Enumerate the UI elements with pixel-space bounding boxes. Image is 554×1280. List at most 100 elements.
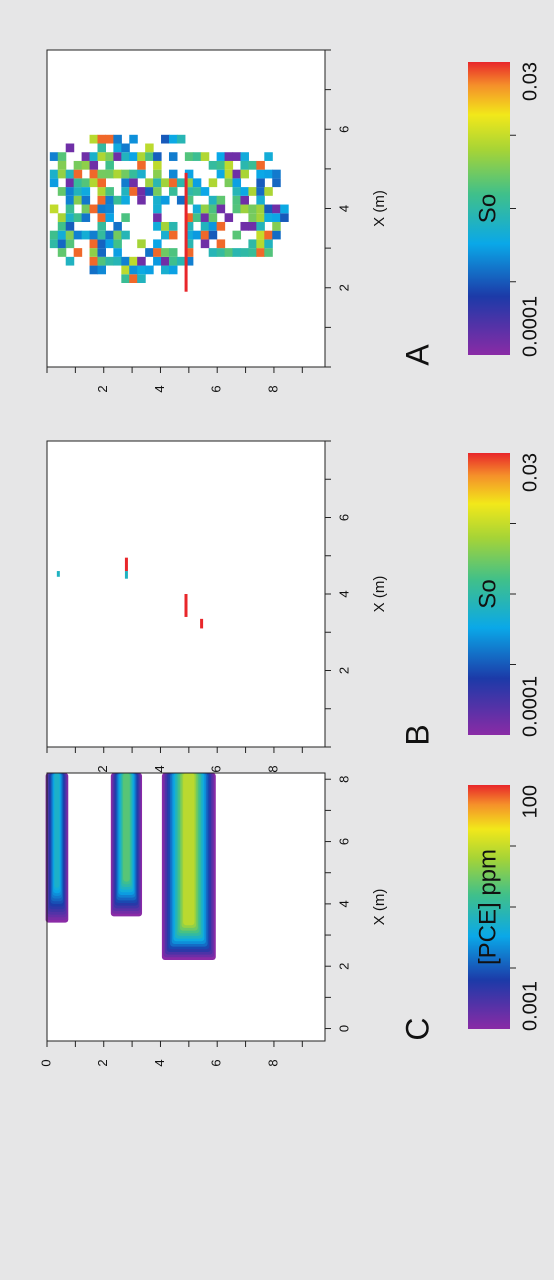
heat-cell	[168, 248, 178, 257]
heat-cell	[240, 160, 249, 170]
heat-cell	[89, 134, 99, 144]
heat-cell	[73, 187, 83, 196]
heat-cell	[224, 160, 234, 170]
heat-cell	[97, 134, 107, 144]
y-tick-label: 8	[265, 1059, 280, 1066]
heat-cell	[97, 221, 107, 231]
plume-band	[123, 773, 130, 882]
heat-cell	[97, 256, 107, 266]
panel-b: 2 4 6 X (m) 2 4 6 8 B So 0.0001 0.03	[46, 440, 541, 773]
heat-cell	[89, 204, 99, 214]
heat-cell	[184, 169, 194, 179]
colorbar-max-label: 100	[519, 785, 541, 818]
heat-cell	[65, 195, 75, 205]
heat-cell	[105, 160, 114, 170]
heat-cell	[121, 169, 130, 179]
heat-cell	[184, 195, 194, 205]
heat-cell	[113, 239, 122, 249]
heat-cell	[240, 187, 249, 196]
heat-cell	[73, 178, 83, 188]
heat-cell	[168, 256, 178, 266]
heat-cell	[232, 230, 242, 240]
saturation-mark	[184, 594, 188, 617]
heat-cell	[224, 213, 234, 222]
heat-cell	[224, 248, 234, 257]
heat-cell	[256, 169, 265, 179]
heat-cell	[161, 230, 170, 240]
panel-c: 0 2 4 6 8 X (m) 0 2 4 6 8 C [PCE] ppm 0.001 100	[38, 772, 541, 1067]
heat-cell	[121, 178, 130, 188]
heat-cell	[57, 187, 67, 196]
heat-cell	[264, 152, 273, 161]
heat-cell	[208, 204, 218, 214]
x-tick-label: 4	[336, 205, 351, 212]
heat-cell	[57, 152, 67, 161]
heat-cell	[65, 221, 75, 231]
heat-cell	[232, 248, 242, 257]
heat-cell	[89, 152, 99, 161]
heat-cell	[121, 187, 130, 196]
heat-cell	[97, 169, 107, 179]
heat-cell	[272, 213, 281, 222]
heat-cell	[208, 213, 218, 222]
heat-cell	[264, 204, 273, 214]
heat-cell	[232, 152, 242, 161]
heat-cell	[145, 248, 154, 257]
y-tick-label: 2	[95, 765, 110, 772]
heat-cell	[145, 143, 154, 153]
heat-cell	[256, 204, 265, 214]
saturation-mark	[200, 618, 204, 629]
heat-cell	[81, 187, 91, 196]
heat-cell	[113, 152, 122, 161]
heat-cell	[248, 248, 257, 257]
plot-frame	[46, 772, 326, 1042]
heat-cell	[240, 195, 249, 205]
heat-cell	[145, 265, 154, 275]
heat-cell	[73, 160, 83, 170]
heat-cell	[272, 169, 281, 179]
heat-cell	[137, 195, 146, 205]
x-tick-label: 8	[336, 776, 351, 783]
heat-cell	[97, 230, 107, 240]
x-axis-label: X (m)	[371, 576, 388, 613]
heat-cell	[208, 221, 218, 231]
heat-cell	[121, 256, 130, 266]
heat-cell	[208, 160, 218, 170]
heat-cell	[113, 134, 122, 144]
heat-cell	[81, 178, 91, 188]
x-tick-label: 6	[336, 126, 351, 133]
heat-cell	[97, 239, 107, 249]
heat-cell	[280, 204, 289, 214]
colorbar-label: So	[474, 579, 501, 608]
heat-cell	[49, 204, 59, 214]
heat-cell	[153, 213, 162, 222]
heat-cell	[97, 248, 107, 257]
heat-cell	[153, 152, 162, 161]
heat-cell	[49, 169, 59, 179]
heat-cell	[168, 134, 178, 144]
heat-cell	[224, 169, 234, 179]
heat-cell	[208, 195, 218, 205]
heat-cell	[97, 195, 107, 205]
heat-cell	[240, 221, 249, 231]
heat-cell	[129, 265, 138, 275]
heat-cell	[65, 204, 75, 214]
heat-cell	[208, 230, 218, 240]
heat-cell	[248, 239, 257, 249]
heat-cell	[161, 134, 170, 144]
heat-cell	[113, 143, 122, 153]
heat-cell	[161, 248, 170, 257]
heat-cell	[184, 178, 194, 188]
heat-cell	[65, 256, 75, 266]
y-tick-label: 8	[265, 765, 280, 772]
x-tick-label: 4	[336, 900, 351, 907]
heat-cell	[121, 152, 130, 161]
heat-cell	[256, 213, 265, 222]
heat-cell	[65, 169, 75, 179]
y-tick-label: 4	[152, 1059, 167, 1066]
colorbar-min-label: 0.0001	[519, 676, 541, 737]
heat-cell	[240, 204, 249, 214]
heat-cell	[264, 213, 273, 222]
heat-cell	[176, 195, 186, 205]
heat-cell	[49, 230, 59, 240]
